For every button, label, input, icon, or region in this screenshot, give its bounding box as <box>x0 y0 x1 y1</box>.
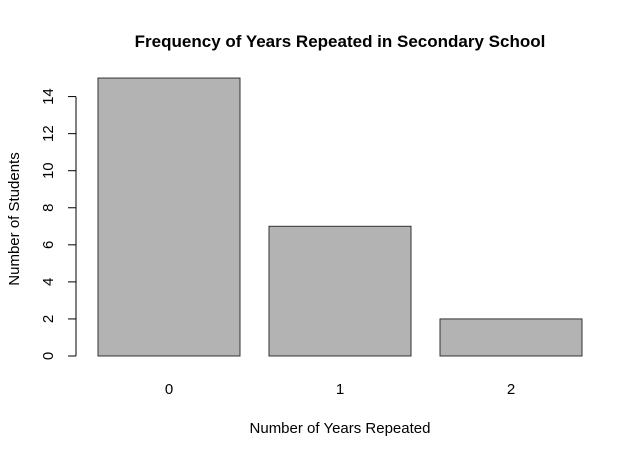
x-axis-label: Number of Years Repeated <box>250 420 431 437</box>
chart-title: Frequency of Years Repeated in Secondary… <box>135 32 546 51</box>
y-axis-ticks: 0 2 4 6 8 10 12 14 <box>40 88 76 360</box>
y-axis-label: Number of Students <box>6 152 23 285</box>
x-tick-label: 1 <box>336 381 344 398</box>
bars-group <box>97 77 583 357</box>
y-tick-label: 12 <box>40 125 57 142</box>
bar-2 <box>439 318 583 357</box>
y-tick-label: 6 <box>40 241 57 249</box>
y-tick-label: 2 <box>40 315 57 323</box>
y-tick-label: 8 <box>40 204 57 212</box>
x-axis-tick-labels: 0 1 2 <box>165 381 515 398</box>
y-tick-label: 0 <box>40 352 57 360</box>
x-tick-label: 0 <box>165 381 173 398</box>
y-tick-label: 10 <box>40 162 57 179</box>
y-tick-label: 14 <box>40 88 57 105</box>
bar-1 <box>268 225 412 357</box>
bar-0 <box>97 77 241 357</box>
x-tick-label: 2 <box>507 381 515 398</box>
y-tick-label: 4 <box>40 278 57 286</box>
